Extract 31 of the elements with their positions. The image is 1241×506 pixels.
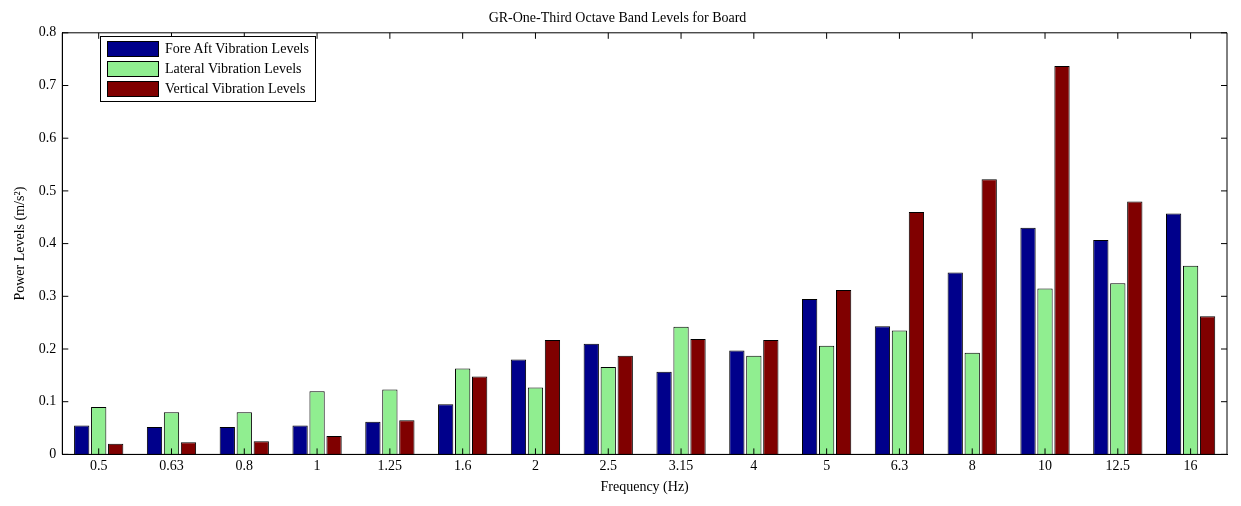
x-axis-title: Frequency (Hz) [600, 479, 690, 496]
x-tick-label: 1 [313, 458, 321, 474]
x-tick-label: 0.5 [89, 458, 108, 474]
x-tick-label: 2.5 [599, 458, 617, 474]
y-tick-label: 0.1 [38, 393, 57, 409]
x-tick-label: 4 [750, 458, 758, 474]
x-tick-label: 2 [531, 458, 539, 474]
y-tick-label: 0.4 [38, 235, 57, 251]
legend-label: Vertical Vibration Levels [165, 81, 306, 97]
x-tick-label: 6.3 [890, 458, 909, 474]
x-tick-label: 1.6 [453, 458, 472, 474]
x-tick-label: 16 [1183, 458, 1198, 474]
y-tick-label: 0.2 [38, 340, 57, 356]
x-tick-label: 0.8 [235, 458, 254, 474]
x-tick-label: 5 [823, 458, 831, 474]
x-tick-label: 1.25 [377, 458, 403, 474]
y-tick-label: 0.6 [38, 129, 57, 145]
y-tick-label: 0.8 [38, 24, 57, 40]
legend-label: Lateral Vibration Levels [165, 61, 302, 77]
y-tick-label: 0.5 [38, 182, 57, 198]
x-tick-label: 8 [968, 458, 976, 474]
chart-title: GR-One-Third Octave Band Levels for Board [488, 10, 747, 26]
y-axis-title: Power Levels (m/s²) [12, 186, 29, 301]
x-tick-label: 12.5 [1105, 458, 1131, 474]
x-tick-label: 10 [1038, 458, 1053, 474]
y-tick-label: 0.3 [38, 287, 57, 303]
legend-label: Fore Aft Vibration Levels [165, 41, 309, 57]
x-tick-label: 3.15 [668, 458, 694, 474]
y-tick-label: 0.7 [38, 77, 57, 93]
y-tick-label: 0 [49, 446, 57, 462]
x-tick-label: 0.63 [159, 458, 184, 474]
